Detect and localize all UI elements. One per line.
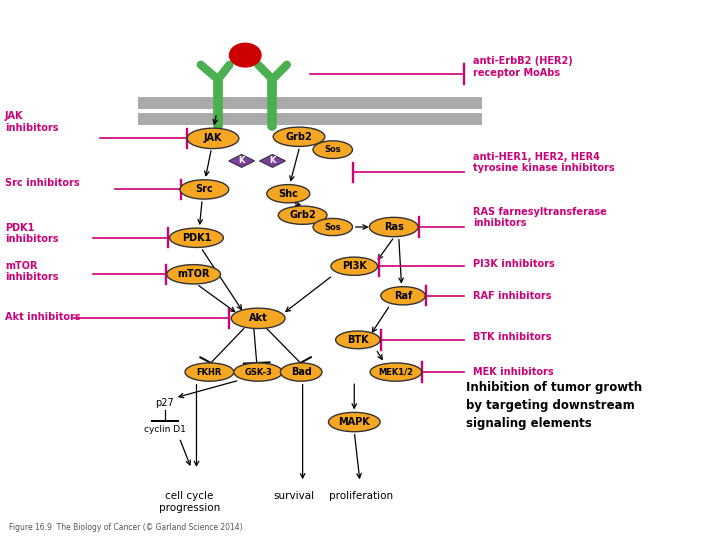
Ellipse shape	[185, 363, 234, 381]
Ellipse shape	[369, 218, 418, 237]
Text: RAS farnesyltransferase
inhibitors: RAS farnesyltransferase inhibitors	[473, 207, 607, 228]
Text: PDK1
inhibitors: PDK1 inhibitors	[5, 222, 58, 244]
Text: Sos: Sos	[325, 222, 341, 232]
Polygon shape	[260, 154, 285, 167]
Text: mTOR: mTOR	[177, 269, 210, 279]
Text: PI3K: PI3K	[342, 261, 366, 271]
Text: MEK1/2: MEK1/2	[379, 368, 413, 376]
Text: FKHR: FKHR	[197, 368, 222, 376]
Text: cell cycle
progression: cell cycle progression	[158, 491, 220, 513]
Text: survival: survival	[274, 491, 315, 501]
Ellipse shape	[187, 128, 239, 148]
Text: K: K	[269, 157, 276, 165]
Text: Src inhibitors: Src inhibitors	[5, 178, 80, 188]
Ellipse shape	[267, 185, 310, 203]
Text: Raf: Raf	[394, 291, 412, 301]
Text: PI3K inhibitors: PI3K inhibitors	[473, 259, 555, 268]
Text: Figure 16.9  The Biology of Cancer (© Garland Science 2014): Figure 16.9 The Biology of Cancer (© Gar…	[9, 523, 242, 532]
Text: JAK
inhibitors: JAK inhibitors	[5, 111, 58, 133]
Text: BTK inhibitors: BTK inhibitors	[473, 332, 552, 342]
Text: Inhibition of tumor growth
by targeting downstream
signaling elements: Inhibition of tumor growth by targeting …	[466, 381, 642, 430]
Ellipse shape	[280, 363, 322, 381]
Ellipse shape	[370, 363, 422, 381]
FancyBboxPatch shape	[138, 97, 482, 109]
Text: MEK inhibitors: MEK inhibitors	[473, 367, 554, 377]
Ellipse shape	[278, 206, 327, 224]
Text: K: K	[238, 157, 245, 165]
Ellipse shape	[336, 331, 380, 349]
Ellipse shape	[381, 287, 426, 305]
Text: Grb2: Grb2	[286, 132, 312, 142]
Text: Ras: Ras	[384, 222, 404, 232]
Text: MAPK: MAPK	[338, 417, 370, 427]
Text: GSK-3: GSK-3	[244, 368, 272, 376]
Ellipse shape	[167, 265, 220, 284]
Text: cyclin D1: cyclin D1	[144, 425, 186, 434]
Text: p27: p27	[156, 398, 174, 408]
Ellipse shape	[273, 127, 325, 146]
Circle shape	[230, 43, 261, 67]
Ellipse shape	[234, 363, 282, 381]
Text: Src: Src	[196, 185, 213, 194]
Ellipse shape	[313, 141, 353, 159]
Text: Akt inhibitors: Akt inhibitors	[5, 312, 81, 322]
Text: Grb2: Grb2	[289, 210, 316, 220]
Text: Akt: Akt	[249, 313, 268, 323]
Ellipse shape	[331, 257, 377, 275]
Ellipse shape	[180, 180, 229, 199]
Text: Sos: Sos	[325, 145, 341, 154]
Ellipse shape	[231, 308, 285, 328]
Text: Bad: Bad	[291, 367, 312, 377]
Text: JAK: JAK	[204, 133, 222, 144]
Text: PDK1: PDK1	[181, 233, 211, 243]
Ellipse shape	[170, 228, 223, 247]
FancyBboxPatch shape	[138, 113, 482, 125]
Text: anti-ErbB2 (HER2)
receptor MoAbs: anti-ErbB2 (HER2) receptor MoAbs	[473, 56, 573, 78]
Text: anti-HER1, HER2, HER4
tyrosine kinase inhibitors: anti-HER1, HER2, HER4 tyrosine kinase in…	[473, 152, 615, 173]
Text: BTK: BTK	[347, 335, 369, 345]
Text: mTOR
inhibitors: mTOR inhibitors	[5, 261, 58, 282]
Ellipse shape	[313, 218, 353, 235]
Polygon shape	[229, 154, 255, 167]
Text: proliferation: proliferation	[329, 491, 394, 501]
Text: Shc: Shc	[279, 188, 298, 199]
Ellipse shape	[328, 413, 380, 431]
Text: RAF inhibitors: RAF inhibitors	[473, 291, 552, 301]
